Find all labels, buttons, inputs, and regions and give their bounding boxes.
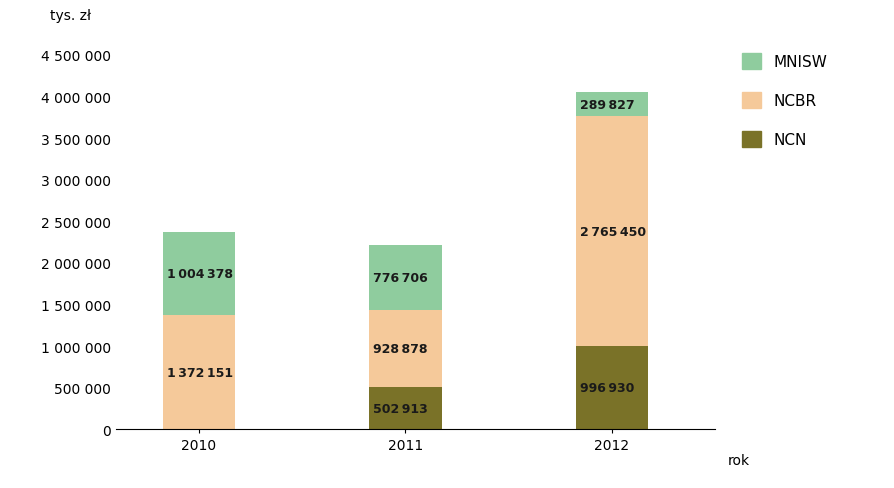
Text: 776 706: 776 706 [374, 272, 428, 285]
Bar [369, 387, 442, 429]
Bar [163, 232, 235, 315]
Text: 1 004 378: 1 004 378 [167, 267, 232, 280]
Text: 502 913: 502 913 [374, 402, 428, 415]
Bar [576, 117, 648, 346]
Text: 2 765 450: 2 765 450 [580, 225, 646, 238]
Bar [369, 246, 442, 310]
Bar [576, 346, 648, 429]
Legend: MNISW, NCBR, NCN: MNISW, NCBR, NCN [735, 47, 834, 156]
Text: 1 372 151: 1 372 151 [167, 366, 233, 379]
X-axis label: rok: rok [728, 453, 750, 467]
Text: 928 878: 928 878 [374, 343, 428, 356]
Text: 289 827: 289 827 [580, 99, 635, 111]
Text: 996 930: 996 930 [580, 382, 634, 394]
Bar [576, 93, 648, 117]
Bar [163, 315, 235, 429]
Text: tys. zł: tys. zł [50, 9, 91, 23]
Bar [369, 310, 442, 387]
